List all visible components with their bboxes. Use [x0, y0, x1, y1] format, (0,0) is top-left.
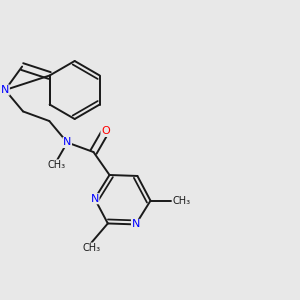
- Text: CH₃: CH₃: [47, 160, 65, 170]
- Text: N: N: [1, 85, 9, 95]
- Text: N: N: [91, 194, 99, 204]
- Text: N: N: [131, 219, 140, 230]
- Text: CH₃: CH₃: [172, 196, 190, 206]
- Text: N: N: [63, 137, 71, 148]
- Text: O: O: [101, 126, 110, 136]
- Text: CH₃: CH₃: [82, 243, 100, 253]
